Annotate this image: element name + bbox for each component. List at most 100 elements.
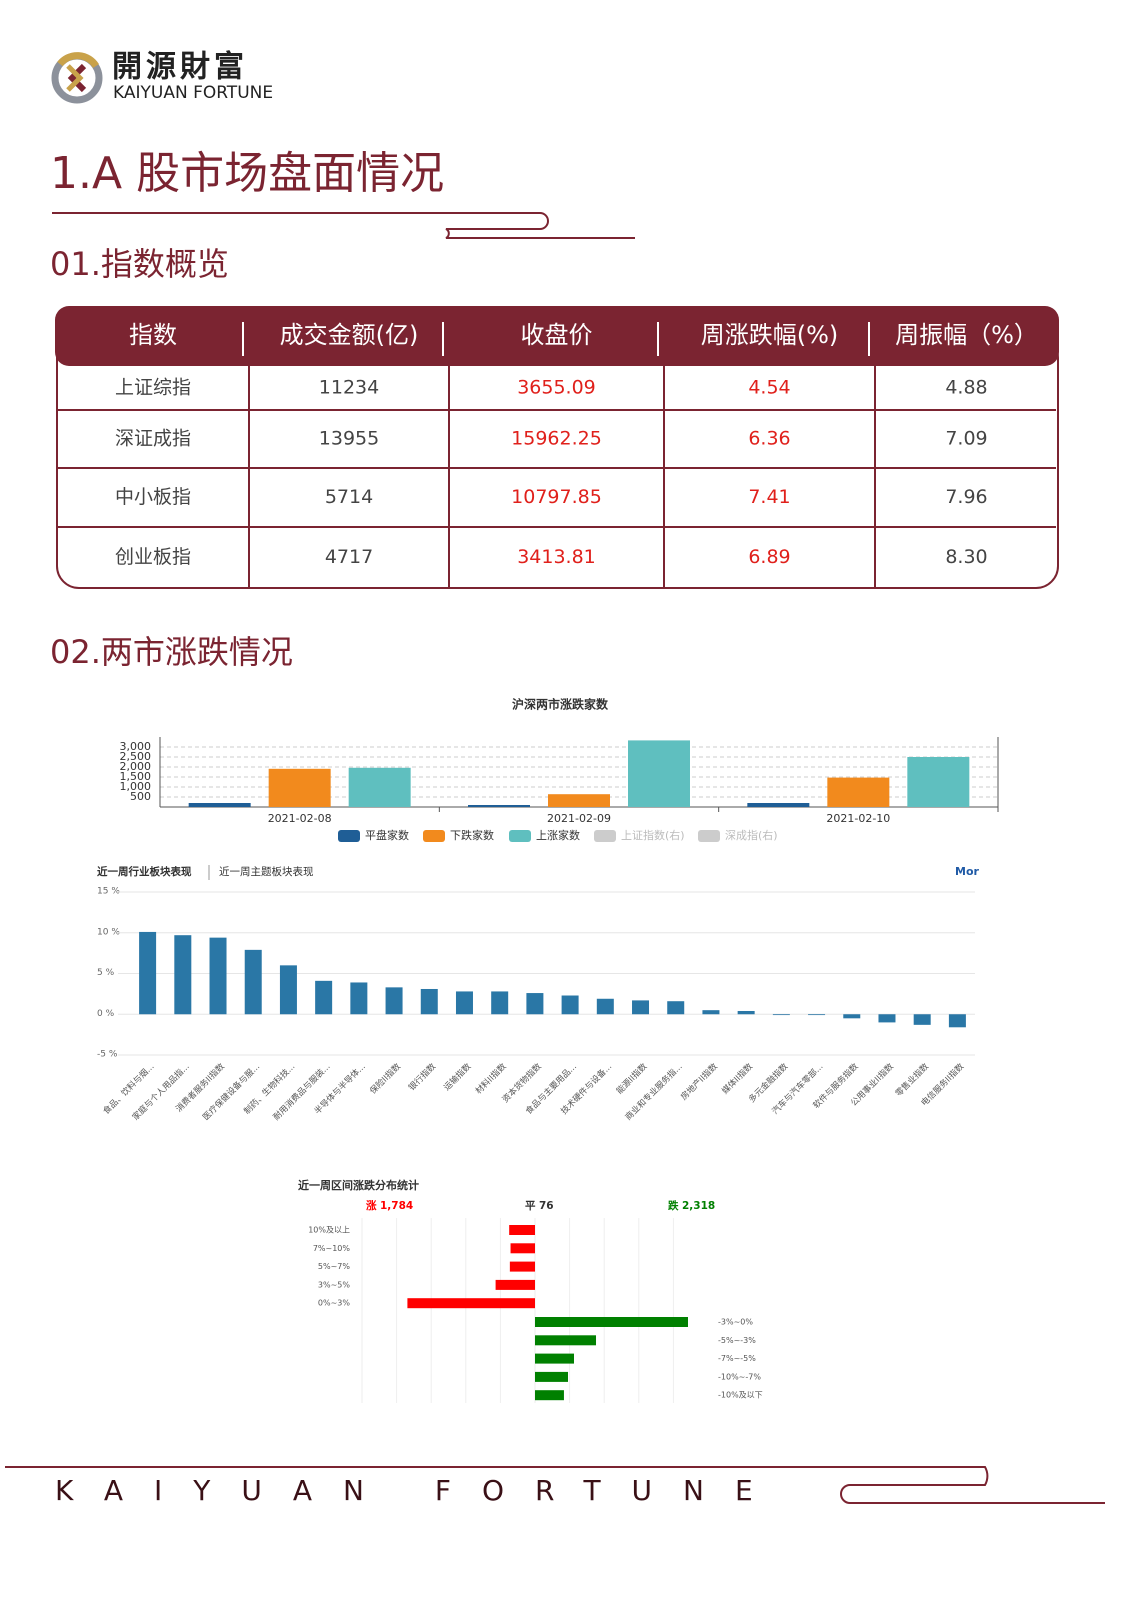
- logo-subtext: KAIYUAN FORTUNE: [113, 83, 273, 103]
- bar: [188, 803, 251, 807]
- bar: [244, 949, 262, 1015]
- logo-text: 開源財富: [112, 50, 248, 85]
- category-label: -10%及以下: [718, 1391, 763, 1400]
- summary-value: 2,318: [682, 1200, 715, 1212]
- bar: [535, 1353, 574, 1364]
- y-tick-label: -5 %: [97, 1050, 118, 1060]
- category-label: -5%~-3%: [718, 1336, 756, 1345]
- bar: [747, 803, 810, 807]
- chart-title: 近一周区间涨跌分布统计: [298, 1178, 419, 1192]
- bar: [827, 777, 890, 807]
- table-cell: 中小板指: [115, 486, 191, 508]
- x-tick-label: 医疗保健设备与服...: [201, 1061, 263, 1123]
- legend-label: 上涨家数: [536, 828, 580, 842]
- category-label: -10%~-7%: [718, 1372, 761, 1381]
- tab[interactable]: 近一周主题板块表现: [219, 865, 314, 878]
- bar: [667, 1001, 685, 1015]
- table-cell: 11234: [319, 377, 379, 399]
- legend-label: 上证指数(右): [621, 828, 685, 842]
- table-cell: 深证成指: [115, 428, 191, 450]
- x-tick-label: 媒体II指数: [720, 1061, 756, 1097]
- bar: [535, 1371, 569, 1382]
- category-label: -3%~0%: [718, 1318, 753, 1327]
- bar: [209, 937, 227, 1015]
- category-label: 7%~10%: [313, 1244, 351, 1253]
- bar: [420, 988, 438, 1015]
- bar: [526, 993, 544, 1015]
- category-label: -7%~-5%: [718, 1354, 756, 1363]
- summary-label: 涨: [366, 1199, 377, 1212]
- table-cell: 10797.85: [511, 486, 602, 508]
- bar: [535, 1390, 564, 1401]
- bar: [139, 931, 157, 1015]
- x-tick-label: 商业和专业服务指...: [623, 1061, 685, 1123]
- bar: [348, 767, 411, 807]
- table-cell: 3655.09: [517, 377, 596, 399]
- legend-swatch: [698, 830, 720, 842]
- footer-decoration: [5, 1466, 1105, 1504]
- bar: [315, 980, 333, 1015]
- y-tick-label: 2,000: [120, 760, 152, 773]
- category-label: 3%~5%: [318, 1280, 350, 1289]
- table-cell: 7.96: [945, 486, 987, 508]
- table-cell: 5714: [325, 486, 373, 508]
- y-tick-label: 2,500: [120, 750, 152, 763]
- table-cell: 4.88: [945, 377, 987, 399]
- title-decoration: [52, 212, 635, 239]
- table-cell: 7.09: [945, 428, 987, 450]
- table-cell: 4717: [325, 546, 373, 568]
- bar: [407, 1298, 535, 1309]
- bar: [737, 1010, 755, 1015]
- table-cell: 6.36: [748, 428, 790, 450]
- summary-label: 跌: [668, 1199, 679, 1212]
- bar: [268, 768, 331, 807]
- summary-label: 平: [525, 1200, 536, 1212]
- legend-swatch: [594, 830, 616, 842]
- table-cell: 上证综指: [115, 377, 191, 399]
- bar: [509, 1261, 535, 1272]
- page-title: 1.A 股市场盘面情况: [50, 148, 444, 199]
- table-header: [55, 306, 1059, 366]
- table-cell: 6.89: [748, 546, 790, 568]
- x-tick-label: 零售业指数: [893, 1061, 931, 1099]
- x-tick-label: 运输指数: [442, 1061, 474, 1093]
- table-cell: 7.41: [748, 486, 790, 508]
- bar: [385, 987, 403, 1015]
- bar: [548, 794, 610, 807]
- x-tick-label: 2021-02-08: [268, 812, 332, 825]
- legend-swatch: [423, 830, 445, 842]
- column-header: 收盘价: [521, 321, 593, 349]
- table-cell: 13955: [319, 428, 379, 450]
- legend-label: 下跌家数: [450, 828, 494, 842]
- table-cell: 4.54: [748, 377, 790, 399]
- section-title: 01.指数概览: [50, 245, 229, 283]
- summary-value: 76: [539, 1200, 554, 1212]
- bar: [468, 805, 530, 807]
- bar: [455, 991, 473, 1015]
- y-tick-label: 1,000: [120, 780, 152, 793]
- tab[interactable]: 近一周行业板块表现: [97, 865, 192, 878]
- logo-arc: [57, 52, 99, 69]
- x-tick-label: 2021-02-09: [547, 812, 611, 825]
- bar: [491, 991, 509, 1015]
- more-link[interactable]: Mor: [955, 865, 980, 878]
- legend-swatch: [509, 830, 531, 842]
- legend-label: 平盘家数: [365, 828, 409, 842]
- table-cell: 创业板指: [115, 546, 191, 568]
- y-tick-label: 10 %: [97, 927, 120, 937]
- bar: [596, 998, 614, 1015]
- y-tick-label: 500: [130, 790, 151, 803]
- table-cell: 8.30: [945, 546, 987, 568]
- bar: [350, 982, 368, 1015]
- bar: [510, 1243, 535, 1254]
- table-cell: 15962.25: [511, 428, 602, 450]
- x-tick-label: 房地产II指数: [678, 1061, 720, 1103]
- x-tick-label: 家庭与个人用品指...: [130, 1061, 192, 1123]
- legend-label: 深成指(右): [725, 828, 778, 842]
- x-tick-label: 能源II指数: [614, 1061, 650, 1097]
- column-header: 指数: [129, 321, 177, 349]
- category-label: 5%~7%: [318, 1262, 350, 1271]
- bar: [843, 1014, 861, 1019]
